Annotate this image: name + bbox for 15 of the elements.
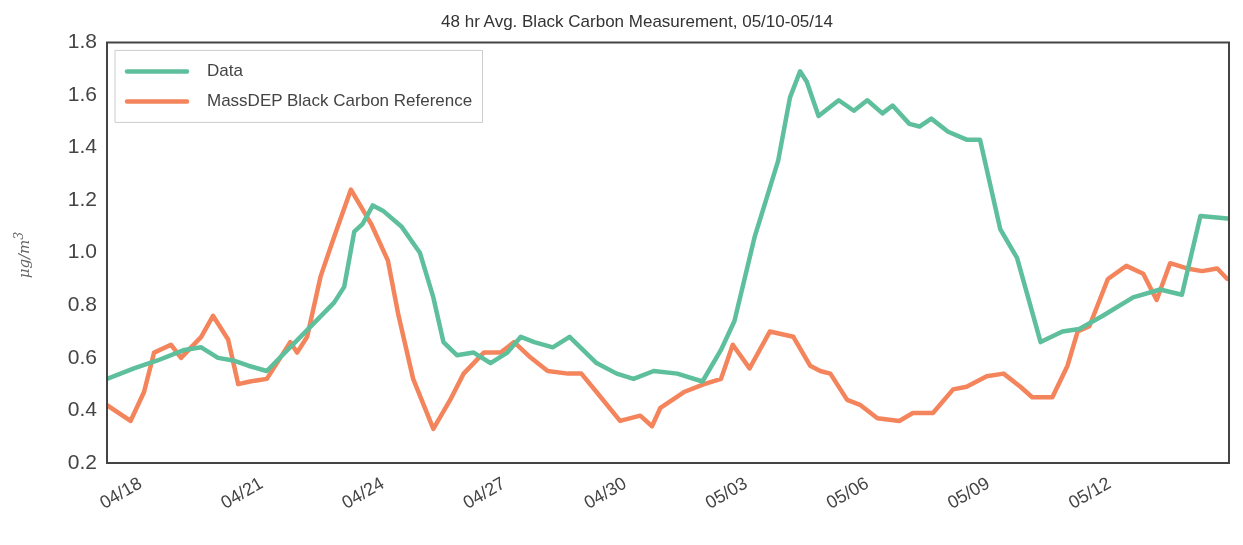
legend-label: MassDEP Black Carbon Reference xyxy=(207,91,473,111)
y-tick-label: 0.8 xyxy=(67,292,97,316)
y-tick-label: 0.2 xyxy=(67,449,97,473)
y-tick-label: 1.0 xyxy=(67,239,97,263)
y-tick-label: 0.4 xyxy=(67,397,98,421)
y-tick-label: 1.4 xyxy=(67,134,98,158)
chart-title: 48 hr Avg. Black Carbon Measurement, 05/10-05/14 xyxy=(441,11,833,31)
y-tick-label: 1.6 xyxy=(67,81,97,105)
y-tick-label: 0.6 xyxy=(67,344,97,368)
x-tick-label: 05/09 xyxy=(943,472,993,513)
x-tick-label: 04/21 xyxy=(217,472,267,513)
x-tick-label: 04/30 xyxy=(580,472,630,513)
y-tick-label: 1.2 xyxy=(67,186,97,210)
y-tick-label: 1.8 xyxy=(67,29,97,53)
legend-label: Data xyxy=(207,61,244,81)
